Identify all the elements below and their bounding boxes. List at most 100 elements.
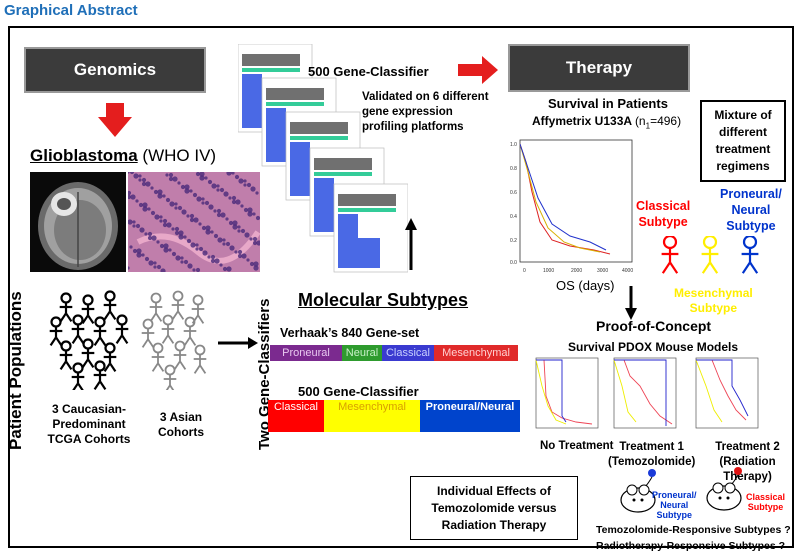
mesenchymal-line-2: Subtype: [689, 301, 738, 315]
histology-image: [128, 172, 260, 272]
asian-cohort-label: 3 Asian Cohorts: [146, 410, 216, 440]
validated-line-3: profiling platforms: [362, 121, 464, 133]
survival-tick-x1: 1000: [543, 268, 554, 274]
classical-line-1: Classical: [636, 199, 691, 213]
proof-of-concept: Proof-of-Concept: [596, 318, 712, 334]
validated-text: Validated on 6 different gene expression…: [362, 90, 489, 135]
mri-image: [30, 172, 126, 272]
genomics-label: Genomics: [73, 60, 157, 79]
cohort-right-arrow-icon: [218, 337, 258, 349]
classifier2-label: 500 Gene-Classifier: [298, 384, 419, 399]
mouse-classical-label: Classical Subtype: [746, 492, 785, 512]
mixture-line-2: different: [719, 125, 767, 139]
validated-line-1: Validated on 6 different: [362, 91, 489, 103]
validated-line-2: gene expression: [362, 106, 453, 118]
caucasian-cohort-icon: [49, 290, 129, 390]
verhaak-bar: Proneural Neural Classical Mesenchymal: [270, 345, 518, 361]
survival-tick-y3: 0.4: [510, 214, 517, 220]
survival-tick-x3: 3000: [597, 268, 608, 274]
mixture-line-3: treatment: [715, 142, 771, 156]
verhaak-classical-label: Classical: [385, 347, 430, 359]
patient-survival-plot: 0 1000 2000 3000 4000 1.0 0.8 0.6 0.4 0.…: [510, 139, 633, 274]
proneural-subtype-label: Proneural/ Neural Subtype: [720, 186, 782, 234]
classifier2-proneural-label: Proneural/Neural: [425, 401, 515, 413]
molecular-subtypes-heading: Molecular Subtypes: [298, 290, 469, 310]
affy-n-sub: 1: [645, 121, 651, 131]
survival-tick-y4: 0.2: [510, 238, 517, 244]
mouse-proneural-icon: [620, 469, 656, 513]
verhaak-mesenchymal-label: Mesenchymal: [442, 347, 510, 359]
patient-populations-label: Patient Populations: [6, 291, 25, 450]
verhaak-neural-label: Neural: [345, 347, 379, 359]
survival-tick-y2: 0.6: [510, 190, 517, 196]
who-grade: (WHO IV): [142, 146, 217, 165]
affy-n: (n1=496): [634, 114, 682, 131]
asian-cohort-icon: [141, 290, 207, 390]
survival-tick-y5: 0.0: [510, 260, 517, 266]
tmz-question: Temozolomide-Responsive Subtypes ?: [596, 524, 791, 536]
classical-line-2: Subtype: [638, 215, 688, 229]
treatment1-line-1: Treatment 1: [619, 441, 684, 453]
pdox-title: Survival PDOX Mouse Models: [568, 340, 739, 354]
affymetrix-label: Affymetrix U133A (n1=496): [532, 114, 681, 130]
caucasian-line-3: TCGA Cohorts: [47, 432, 131, 446]
effects-line-1: Individual Effects of: [436, 483, 551, 498]
therapy-right-arrow-icon: [458, 56, 498, 84]
pdox-plot-temozolomide: [613, 357, 677, 429]
therapy-label: Therapy: [565, 58, 633, 77]
mixture-line-1: Mixture of: [714, 108, 772, 122]
asian-line-1: 3 Asian: [159, 410, 203, 424]
subtype-stick-figures: [661, 236, 759, 274]
survival-title: Survival in Patients: [548, 96, 668, 111]
genomics-box: Genomics: [24, 47, 206, 93]
pdox-plot-no-treatment: [535, 357, 599, 429]
proneural-line-3: Subtype: [726, 219, 776, 233]
verhaak-neural: Neural: [342, 345, 382, 361]
mouse-cl-line-1: Classical: [746, 492, 786, 502]
abstract-frame: [8, 26, 794, 548]
verhaak-proneural-label: Proneural: [282, 347, 330, 359]
mesenchymal-subtype-label: Mesenchymal Subtype: [674, 286, 753, 316]
mouse-cl-line-2: Subtype: [747, 502, 784, 512]
verhaak-classical: Classical: [382, 345, 434, 361]
mouse-pn-line-1: Proneural/: [652, 490, 697, 500]
graphical-abstract-title: Graphical Abstract: [4, 2, 138, 19]
pdox-plot-radiation: [695, 357, 759, 429]
affy-name: Affymetrix U133A: [532, 114, 632, 128]
up-arrow-icon: [405, 218, 417, 270]
classifier2-proneural: Proneural/Neural: [420, 400, 520, 432]
proneural-line-2: Neural: [731, 203, 771, 217]
mouse-pn-line-3: Subtype: [656, 510, 693, 520]
verhaak-label: Verhaak’s 840 Gene-set: [280, 326, 420, 340]
survival-tick-x0: 0: [523, 268, 526, 274]
treatment1-label: Treatment 1 (Temozolomide): [608, 440, 695, 470]
glioblastoma-heading: Glioblastoma (WHO IV): [30, 146, 216, 166]
classifier-title: 500 Gene-Classifier: [308, 64, 429, 79]
therapy-box: Therapy: [508, 44, 690, 92]
effects-box: Individual Effects of Temozolomide versu…: [410, 476, 578, 540]
classifier2-mesenchymal-label: Mesenchymal: [338, 401, 406, 413]
proneural-line-1: Proneural/: [720, 187, 782, 201]
survival-tick-x4: 4000: [622, 268, 633, 274]
affy-n-value: =496): [650, 114, 682, 128]
survival-tick-x2: 2000: [571, 268, 582, 274]
classifier2-bar: Classical Mesenchymal Proneural/Neural: [268, 400, 520, 432]
down-arrow-icon: [625, 286, 637, 320]
asian-line-2: Cohorts: [158, 425, 204, 439]
heatmap-stack: [238, 44, 408, 273]
affy-n-prefix: (n: [634, 114, 646, 128]
treatment1-line-2: (Temozolomide): [608, 456, 696, 468]
os-days-label: OS (days): [556, 278, 615, 293]
effects-line-3: Radiation Therapy: [441, 517, 547, 532]
mouse-proneural-label: Proneural/ Neural Subtype: [652, 490, 697, 520]
radio-question: Radiotherapy-Responsive Subtypes ?: [596, 540, 786, 552]
survival-tick-y1: 0.8: [510, 166, 517, 172]
mesenchymal-line-1: Mesenchymal: [674, 286, 753, 300]
treatment2-line-1: Treatment 2: [715, 441, 780, 453]
verhaak-mesenchymal: Mesenchymal: [434, 345, 518, 361]
classifier2-mesenchymal: Mesenchymal: [324, 400, 420, 432]
classifier2-classical: Classical: [268, 400, 324, 432]
no-treatment-label: No Treatment: [540, 440, 614, 452]
survival-tick-y0: 1.0: [510, 142, 517, 148]
genomics-down-arrow-icon: [98, 103, 132, 137]
